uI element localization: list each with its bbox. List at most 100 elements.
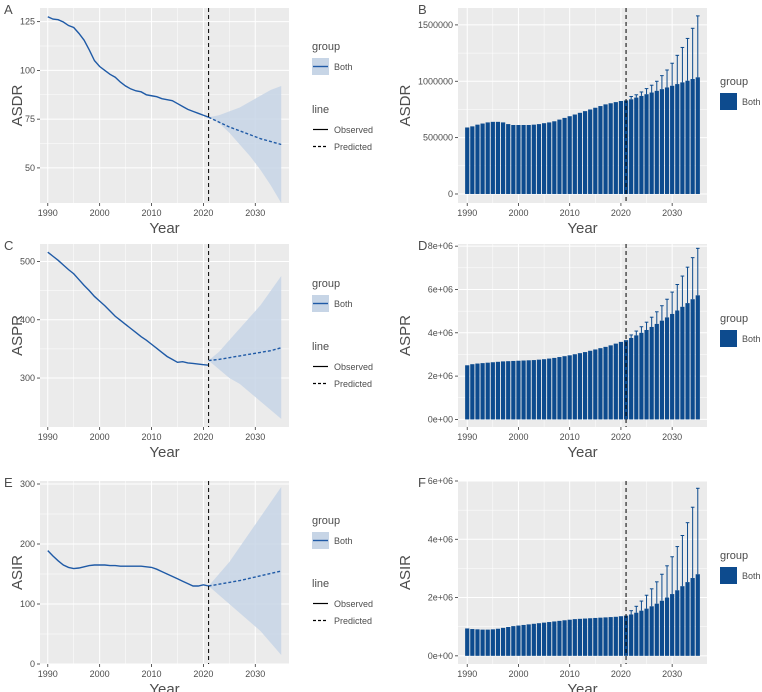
y-tick-label: 100 [20,65,35,75]
bar [685,80,690,194]
panel-e: E 1990 2000 2010 2020 2030 0 100 200 300 Year ASIR g… [4,475,373,692]
bar [552,357,557,420]
bar [541,359,547,420]
bar [506,361,511,420]
bar [500,627,506,656]
bar [639,610,644,656]
bar [531,360,536,420]
bar [675,84,680,194]
legend: group Both line Observed Predicted [312,41,373,152]
legend-item-both: Both [742,97,761,107]
bar [506,124,511,194]
bar [690,578,695,656]
bar [480,629,485,656]
bar [572,619,577,656]
bar [685,582,690,656]
bar [547,122,552,194]
bar [649,92,654,194]
x-tick-label: 2000 [90,669,110,679]
bar [567,355,572,420]
series-predicted [208,347,282,362]
bar [470,629,475,656]
bar [582,111,588,194]
panel-label: C [4,238,13,253]
bar [490,121,495,194]
bar [680,306,685,420]
bar [562,620,567,656]
bar [521,125,526,194]
x-tick-label: 2010 [560,669,580,679]
bar [670,85,675,194]
bar [495,628,501,656]
bar [608,103,613,194]
bar [690,299,695,420]
legend-item-both: Both [742,334,761,344]
x-tick-label: 2000 [90,208,110,218]
y-tick-label: 300 [20,479,35,489]
bar [618,616,624,656]
legend: group Both [720,550,761,584]
series-observed [47,550,209,587]
x-tick-label: 2020 [193,208,213,218]
bar [582,618,588,656]
panel-label: B [418,2,427,17]
bar [649,606,654,656]
bar [695,295,700,420]
legend: group Both [720,76,761,110]
bar [516,625,521,656]
bar [536,623,542,656]
x-tick-label: 2010 [142,432,162,442]
bar [577,112,583,194]
bar [644,94,649,194]
bar [490,629,495,656]
bar [598,106,603,194]
panel-b: B 1990 2000 2010 2020 2030 0 500000 1000000 15000… [397,2,761,237]
bar [562,117,567,194]
bar [480,363,485,420]
y-tick-label: 500 [20,256,35,266]
y-tick-label: 1000000 [418,76,453,86]
x-tick-label: 1990 [457,208,477,218]
bar [480,123,485,194]
y-tick-label: 500000 [423,133,453,143]
x-tick-label: 1990 [38,432,58,442]
x-tick-label: 2030 [662,669,682,679]
bar [675,590,680,656]
bar [588,618,593,656]
bar [618,341,624,420]
legend-title-line: line [312,341,329,353]
bar [511,626,516,656]
bar [536,359,542,420]
x-tick-label: 1990 [38,669,58,679]
legend: group Both line Observed Predicted [312,278,373,389]
y-tick-label: 400 [20,315,35,325]
x-tick-label: 2000 [90,432,110,442]
bar [618,100,624,194]
bar [634,612,639,656]
bar [475,363,480,420]
bar [639,332,644,420]
bar [465,628,470,656]
y-axis-title: ASPR [9,315,26,356]
y-tick-label: 125 [20,17,35,27]
x-tick-label: 2000 [508,208,528,218]
panel-a: A 1990 2000 2010 2020 2030 50 75 100 125 Year ASDR g… [4,2,373,237]
x-tick-label: 2020 [193,669,213,679]
panel-label: A [4,2,13,17]
bar [495,361,501,420]
legend-key-both [720,93,737,110]
series-predicted [208,116,282,146]
bar [675,310,680,420]
y-axis-title: ASPR [397,315,414,356]
x-tick-label: 2030 [662,208,682,218]
y-tick-label: 4e+06 [428,534,453,544]
bar [465,365,470,420]
bar [593,349,598,420]
bar [598,617,603,656]
y-tick-label: 6e+06 [428,284,453,294]
bar [495,121,501,194]
x-tick-label: 2020 [611,208,631,218]
legend-title-group: group [312,278,340,290]
bar [690,79,695,194]
legend-title-group: group [720,550,748,562]
